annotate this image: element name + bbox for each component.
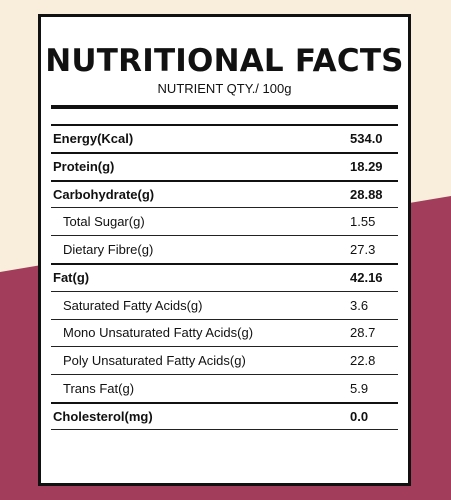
nutrient-value: 3.6 [350, 297, 369, 313]
nutrient-label: Poly Unsaturated Fatty Acids(g) [63, 353, 246, 369]
nutrient-label: Protein(g) [53, 159, 115, 175]
nutrient-row-carbohydrate: Carbohydrate(g) 28.88 [51, 179, 398, 208]
nutrient-label: Carbohydrate(g) [53, 186, 155, 202]
nutrient-label: Fat(g) [53, 270, 90, 286]
nutrient-row-protein: Protein(g) 18.29 [51, 151, 398, 180]
nutrient-value: 0.0 [350, 408, 369, 424]
nutrient-row-cholesterol: Cholesterol(mg) 0.0 [51, 401, 398, 430]
nutrient-label: Saturated Fatty Acids(g) [63, 297, 203, 313]
nutrient-row-trans-fat: Trans Fat(g) 5.9 [51, 374, 398, 402]
nutrient-row-fat: Fat(g) 42.16 [51, 262, 398, 291]
nutrient-value: 22.8 [350, 353, 376, 369]
nutrient-row-dietary-fibre: Dietary Fibre(g) 27.3 [51, 235, 398, 263]
nutrient-value: 1.55 [350, 214, 376, 230]
nutrient-label: Total Sugar(g) [63, 214, 145, 230]
nutrient-label: Mono Unsaturated Fatty Acids(g) [63, 325, 254, 341]
nutrient-label: Energy(Kcal) [53, 131, 134, 147]
nutrient-table: Energy(Kcal) 534.0 Protein(g) 18.29 Carb… [51, 124, 398, 430]
nutrient-row-mono-unsaturated-fatty-acids: Mono Unsaturated Fatty Acids(g) 28.7 [51, 318, 398, 347]
nutrient-label: Dietary Fibre(g) [63, 242, 154, 258]
nutrient-label: Trans Fat(g) [63, 381, 135, 397]
header-divider [51, 105, 398, 109]
nutrient-value: 18.29 [350, 159, 383, 175]
nutrient-value: 42.16 [350, 270, 383, 286]
nutrient-value: 534.0 [350, 131, 383, 147]
panel-title: NUTRITIONAL FACTS [45, 43, 404, 79]
panel-subtitle: NUTRIENT QTY./ 100g [157, 81, 292, 96]
nutrient-row-energy: Energy(Kcal) 534.0 [51, 124, 398, 152]
nutrient-value: 5.9 [350, 381, 369, 397]
nutrient-row-saturated-fatty-acids: Saturated Fatty Acids(g) 3.6 [51, 290, 398, 319]
nutrient-label: Cholesterol(mg) [53, 408, 153, 424]
nutrition-facts-panel: NUTRITIONAL FACTS NUTRIENT QTY./ 100g En… [38, 14, 411, 486]
nutrient-value: 27.3 [350, 242, 376, 258]
nutrient-row-total-sugar: Total Sugar(g) 1.55 [51, 207, 398, 235]
nutrient-value: 28.7 [350, 325, 376, 341]
nutrient-value: 28.88 [350, 186, 383, 202]
nutrient-row-poly-unsaturated-fatty-acids: Poly Unsaturated Fatty Acids(g) 22.8 [51, 346, 398, 374]
